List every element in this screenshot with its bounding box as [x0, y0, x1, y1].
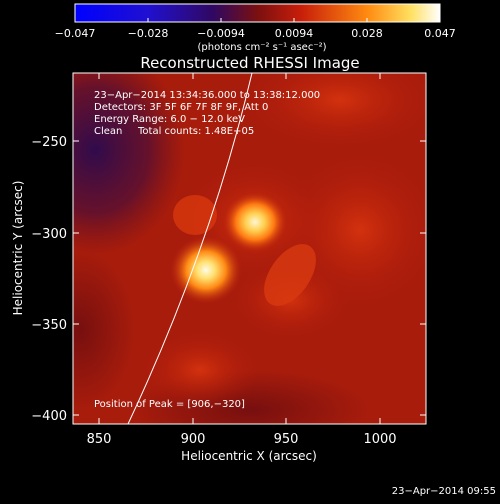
- axis-ticks: [73, 73, 426, 424]
- colorbar-tick-label: 0.028: [351, 27, 383, 40]
- x-axis-label: Heliocentric X (arcsec): [181, 449, 317, 463]
- colorbar-tick-label: −0.047: [55, 27, 96, 40]
- peak-position-label: Position of Peak = [906,−320]: [94, 399, 245, 410]
- rhessi-image: [73, 73, 426, 424]
- y-axis-label: Heliocentric Y (arcsec): [11, 181, 25, 316]
- total-counts-label: Total counts: 1.48E+05: [137, 126, 254, 137]
- colorbar-tick-label: 0.047: [424, 27, 456, 40]
- energy-range-label: Energy Range: 6.0 − 12.0 keV: [94, 114, 245, 125]
- timestamp: 23−Apr−2014 09:55: [392, 486, 496, 497]
- detectors-label: Detectors: 3F 5F 6F 7F 8F 9F, Att 0: [94, 102, 268, 113]
- solar-limb-line: [127, 73, 253, 424]
- image-title: Reconstructed RHESSI Image: [140, 54, 359, 72]
- x-tick-label: 950: [274, 432, 299, 447]
- clean-label: Clean: [94, 126, 122, 137]
- colorbar-tick-label: −0.0094: [197, 27, 245, 40]
- y-tick-label: −300: [31, 227, 67, 242]
- x-tick-label: 850: [87, 432, 112, 447]
- time-range-label: 23−Apr−2014 13:34:36.000 to 13:38:12.000: [94, 90, 320, 101]
- plot-frame: [72, 72, 427, 425]
- y-tick-label: −350: [31, 318, 67, 333]
- x-tick-label: 1000: [363, 432, 396, 447]
- y-tick-label: −400: [31, 409, 67, 424]
- y-tick-label: −250: [31, 135, 67, 150]
- colorbar-ticks: [74, 18, 441, 22]
- colorbar-tick-label: 0.0094: [275, 27, 314, 40]
- colorbar: [74, 3, 441, 23]
- x-tick-label: 900: [181, 432, 206, 447]
- colorbar-unit-label: (photons cm⁻² s⁻¹ asec⁻²): [197, 42, 326, 53]
- colorbar-tick-label: −0.028: [128, 27, 169, 40]
